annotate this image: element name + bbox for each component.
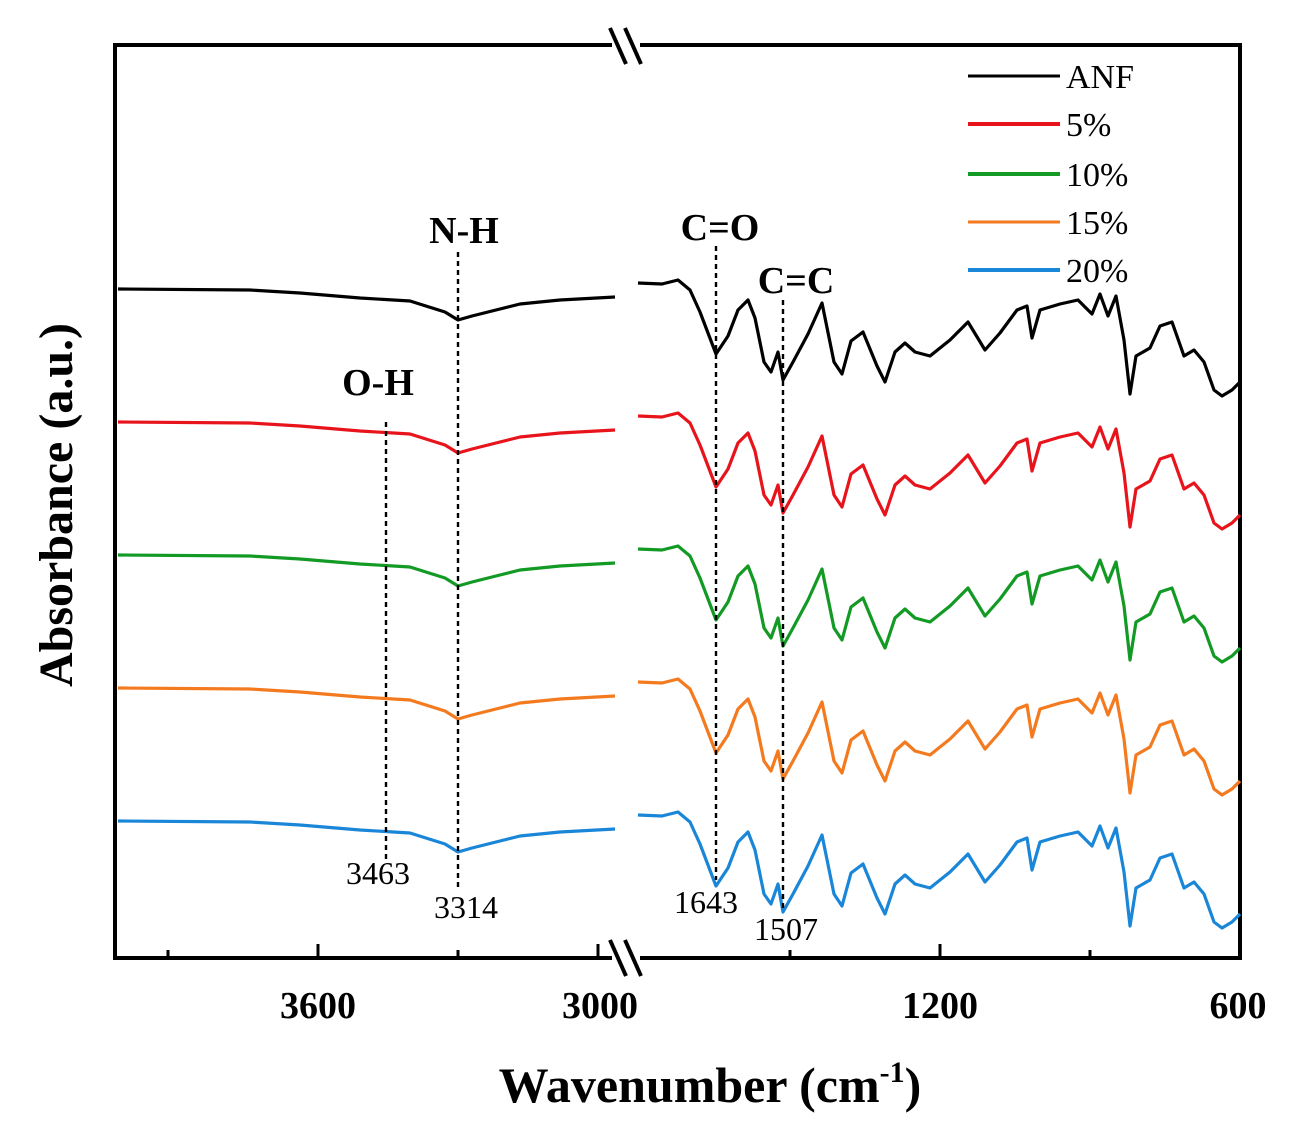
peak-value-1643: 1643 (674, 884, 738, 920)
legend-label-10: 10% (1066, 157, 1128, 194)
series-line-15pct-high (637, 677, 1242, 797)
legend-label-anf: ANF (1066, 59, 1134, 96)
legend-label-5: 5% (1066, 107, 1111, 144)
x-ticks (166, 944, 1242, 958)
series-line-20pct-low (117, 819, 616, 854)
series-line-anf-low (117, 287, 616, 322)
peak-value-3314: 3314 (434, 889, 498, 925)
peak-value-1507: 1507 (754, 911, 818, 947)
legend-label-15: 15% (1066, 205, 1128, 242)
y-axis-title: Absorbance (a.u.) (30, 323, 83, 687)
series-line-10pct-high (637, 544, 1242, 664)
series-line-10pct-low (117, 553, 616, 588)
peak-label-oh: O-H (342, 362, 414, 404)
x-axis-title-close: ) (905, 1057, 922, 1113)
axis-break-bottom (608, 939, 643, 977)
legend-label-20: 20% (1066, 253, 1128, 290)
series-layer (117, 278, 1242, 930)
series-line-5pct-high (637, 411, 1242, 531)
tick-label-3000: 3000 (562, 985, 638, 1027)
x-axis-title: Wavenumber (cm-1) (499, 1056, 922, 1113)
plot-frame (113, 43, 1242, 960)
peak-label-cc: C=C (758, 260, 835, 302)
peak-value-3463: 3463 (346, 855, 410, 891)
series-line-15pct-low (117, 686, 616, 721)
tick-label-1200: 1200 (902, 985, 978, 1027)
peak-label-co: C=O (681, 207, 760, 249)
peak-label-nh: N-H (429, 210, 499, 252)
legend: ANF 5% 10% 15% 20% (968, 59, 1134, 290)
series-line-20pct-high (637, 810, 1242, 930)
tick-label-600: 600 (1210, 985, 1267, 1027)
x-axis-title-sup: -1 (880, 1056, 905, 1089)
axis-break-top (608, 27, 643, 65)
series-line-5pct-low (117, 420, 616, 455)
series-line-anf-high (637, 278, 1242, 398)
tick-label-3600: 3600 (280, 985, 356, 1027)
peak-markers (384, 246, 785, 908)
